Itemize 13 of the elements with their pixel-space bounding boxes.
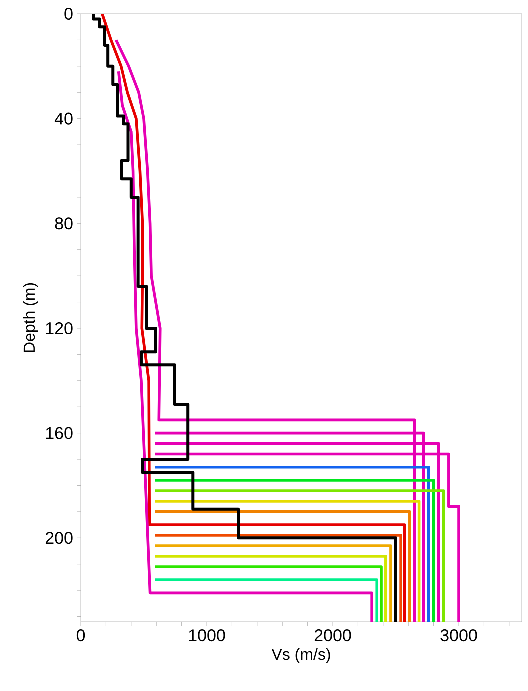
y-tick-label: 120 [46,322,73,335]
y-tick-label: 200 [46,532,73,544]
y-tick-label: 0 [64,8,73,20]
x-tick-label: 1000 [189,630,226,642]
x-tick-label: 2000 [314,630,352,642]
y-tick-label: 40 [54,112,73,125]
x-axis-title: Vs (m/s) [272,648,330,664]
line-series [117,70,374,622]
y-tick-label: 80 [55,218,73,230]
y-axis-title: Depth (m) [23,283,38,352]
x-tick-label: 0 [76,630,86,642]
y-tick-label: 160 [46,427,73,440]
x-tick-label: 3000 [440,630,478,642]
